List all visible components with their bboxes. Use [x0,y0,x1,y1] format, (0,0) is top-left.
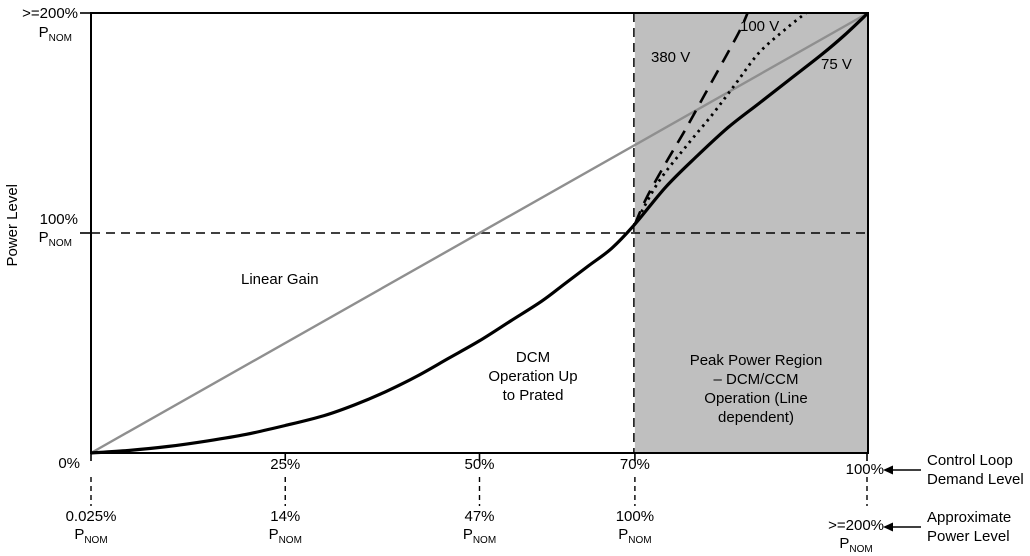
curve-label-380v: 380 V [651,49,691,66]
x-axis-name-line-2: Demand Level [927,471,1024,488]
peak-line-2: – DCM/CCM [713,371,799,388]
curve-label-75v: 75 V [821,56,852,73]
curve-380v [633,12,749,225]
control-loop-arrowhead-icon [883,465,893,475]
y-tick-label-100: 100% [39,211,78,228]
peak-line-3: Operation (Line [704,390,808,407]
axis-tick-marks [80,12,868,461]
x-tick-label-70: 70% [619,456,650,473]
y-tick-label-200: >=200% [22,5,78,22]
y-axis-title: Power Level [4,184,21,267]
curve-100v [633,11,807,225]
axis-name-arrows [883,465,921,532]
x-axis2-name-line-1: Approximate [927,509,1012,526]
dcm-line-3: to Prated [502,387,564,404]
y-tick-sub-100: PNOM [38,229,72,249]
x-axis-name: Control Loop Demand Level [927,451,1024,489]
linear-gain-label: Linear Gain [241,271,319,288]
x-axis2-name: Approximate Power Level [927,508,1011,546]
tick-connector-lines [90,477,868,506]
dcm-line-1: DCM [515,349,551,366]
curve-75v [90,11,870,455]
peak-power-region-label: Peak Power Region – DCM/CCM Operation (L… [690,351,823,427]
x-tick-label-0: 0% [58,455,80,472]
dcm-operation-label: DCM Operation Up to Prated [488,348,577,405]
x-axis-name-line-1: Control Loop [927,452,1013,469]
peak-line-1: Peak Power Region [689,352,823,369]
x-tick-label-100: 100% [845,461,884,478]
x2-tick-label-70: 100% PNOM [615,508,655,546]
x-tick-label-50: 50% [464,456,495,473]
x2-tick-label-50: 47% PNOM [462,508,497,546]
x2-tick-label-25: 14% PNOM [268,508,302,546]
y-tick-sub-200: PNOM [38,24,72,44]
curve-label-100v: 100 V [740,18,780,35]
approx-power-arrowhead-icon [883,522,893,532]
dcm-line-2: Operation Up [488,368,578,385]
x2-tick-label-0: 0.025% PNOM [65,508,117,546]
x-tick-label-25: 25% [270,456,301,473]
x2-tick-label-200: >=200% PNOM [828,517,884,555]
peak-line-4: dependent) [718,409,794,426]
linear-gain-line [90,11,869,455]
x-axis2-name-line-2: Power Level [927,528,1010,545]
